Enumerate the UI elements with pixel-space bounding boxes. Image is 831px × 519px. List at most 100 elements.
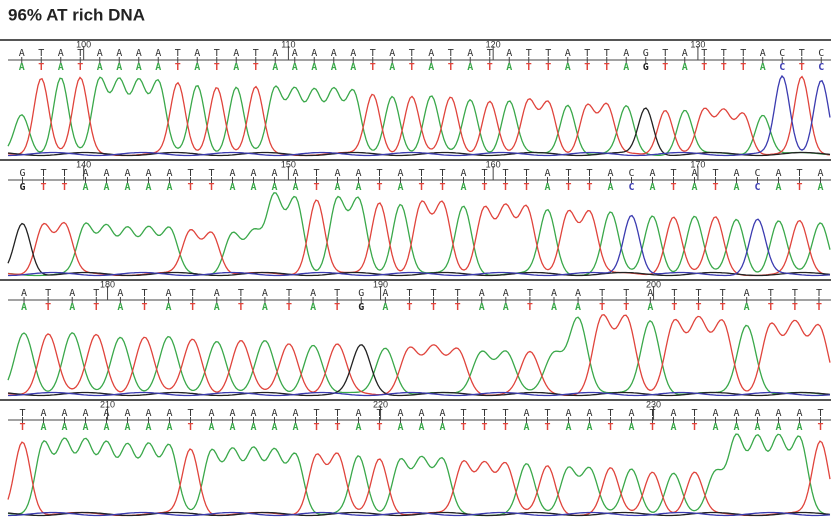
base-call-colored: A — [691, 182, 697, 193]
base-call-colored: T — [376, 182, 382, 193]
base-call-colored: A — [208, 422, 214, 433]
base-call-colored: C — [754, 182, 760, 193]
base-call-colored: T — [604, 62, 610, 73]
base-call: T — [604, 48, 610, 59]
base-call: A — [628, 408, 634, 419]
base-call: A — [116, 48, 122, 59]
base-call: A — [523, 408, 529, 419]
base-call-colored: T — [545, 62, 551, 73]
base-call-colored: T — [670, 182, 676, 193]
base-call-colored: A — [397, 182, 403, 193]
base-call-colored: A — [117, 302, 123, 313]
base-call-colored: A — [233, 62, 239, 73]
base-call-colored: A — [145, 422, 151, 433]
title: 96% AT rich DNA — [8, 5, 145, 24]
base-call: A — [214, 288, 220, 299]
base-call: A — [262, 288, 268, 299]
base-call-colored: T — [45, 302, 51, 313]
base-call-colored: T — [460, 422, 466, 433]
base-call: T — [544, 408, 550, 419]
trace — [7, 76, 831, 156]
base-call-colored: T — [455, 302, 461, 313]
base-call: T — [406, 288, 412, 299]
base-call-colored: T — [526, 62, 532, 73]
base-call-colored: A — [428, 62, 434, 73]
base-call: A — [355, 408, 361, 419]
base-call-colored: A — [331, 62, 337, 73]
position-label: 150 — [281, 159, 296, 169]
base-call: A — [97, 48, 103, 59]
base-call-colored: C — [628, 182, 634, 193]
base-call-colored: T — [214, 62, 220, 73]
position-label: 130 — [690, 39, 705, 49]
base-call: A — [817, 168, 823, 179]
base-call: A — [418, 408, 424, 419]
base-call-colored: A — [82, 182, 88, 193]
base-call-colored: A — [503, 302, 509, 313]
base-call-colored: T — [376, 422, 382, 433]
base-call: T — [253, 48, 259, 59]
base-call-colored: T — [313, 422, 319, 433]
base-call: T — [141, 288, 147, 299]
base-call-colored: A — [506, 62, 512, 73]
base-call-colored: T — [720, 302, 726, 313]
base-call: A — [575, 288, 581, 299]
base-call: A — [775, 168, 781, 179]
base-call: C — [818, 48, 824, 59]
base-call-colored: A — [733, 422, 739, 433]
base-call-colored: A — [40, 422, 46, 433]
base-call-colored: T — [544, 422, 550, 433]
base-call: A — [40, 408, 46, 419]
base-call: A — [649, 168, 655, 179]
base-call: A — [61, 408, 67, 419]
trace — [7, 344, 831, 397]
base-call: A — [155, 48, 161, 59]
base-call-colored: A — [250, 182, 256, 193]
base-call: T — [721, 48, 727, 59]
base-call-colored: T — [502, 182, 508, 193]
base-call: C — [628, 168, 634, 179]
base-call-colored: T — [334, 302, 340, 313]
base-call: T — [370, 48, 376, 59]
base-call: T — [19, 408, 25, 419]
base-call: A — [166, 168, 172, 179]
base-call: T — [460, 408, 466, 419]
base-call: T — [448, 48, 454, 59]
base-call: T — [799, 48, 805, 59]
base-call: T — [649, 408, 655, 419]
base-call: T — [792, 288, 798, 299]
base-call-colored: T — [768, 302, 774, 313]
trace — [8, 391, 831, 397]
base-call-colored: A — [397, 422, 403, 433]
base-call: A — [58, 48, 64, 59]
base-call: T — [77, 48, 83, 59]
trace — [7, 313, 831, 396]
base-call-colored: T — [481, 182, 487, 193]
base-call-colored: A — [61, 422, 67, 433]
base-call: A — [250, 168, 256, 179]
base-call: T — [313, 168, 319, 179]
base-call: T — [334, 408, 340, 419]
base-call-colored: T — [370, 62, 376, 73]
trace — [7, 440, 831, 517]
base-call-colored: T — [190, 302, 196, 313]
base-call: T — [671, 288, 677, 299]
base-call-colored: A — [292, 62, 298, 73]
base-call: A — [194, 48, 200, 59]
base-call-colored: T — [406, 302, 412, 313]
base-call-colored: T — [286, 302, 292, 313]
base-call: A — [586, 408, 592, 419]
position-label: 110 — [281, 39, 295, 49]
base-call-colored: A — [775, 182, 781, 193]
base-call: T — [431, 288, 437, 299]
base-call: A — [565, 48, 571, 59]
base-call-colored: A — [796, 422, 802, 433]
base-call: A — [733, 168, 739, 179]
base-call: A — [682, 48, 688, 59]
base-call-colored: A — [586, 422, 592, 433]
base-call: A — [103, 168, 109, 179]
position-label: 140 — [76, 159, 91, 169]
base-call-colored: A — [250, 422, 256, 433]
base-call-colored: T — [599, 302, 605, 313]
base-call-colored: A — [389, 62, 395, 73]
